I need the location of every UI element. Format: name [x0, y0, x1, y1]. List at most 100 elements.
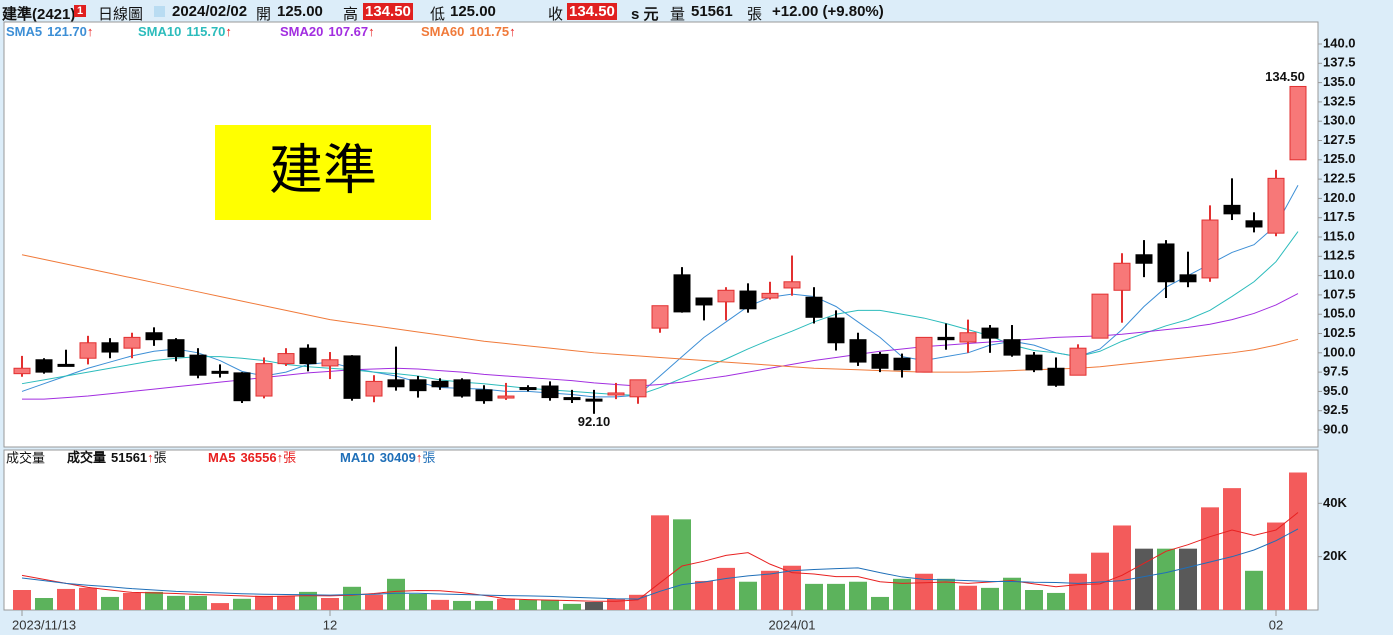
y-tick-label: 20K: [1323, 548, 1347, 563]
candle-body: [321, 359, 339, 367]
candle-body: [761, 292, 779, 299]
candle-body: [387, 379, 405, 388]
legend-entry: SMA60 101.75↑: [421, 24, 516, 39]
legend-entry: MA10 30409↑張: [340, 450, 435, 465]
legend-unit: 張: [154, 450, 167, 465]
y-tick-label: 140.0: [1323, 35, 1356, 50]
volume-bar: [1223, 488, 1241, 610]
volume-bar: [1135, 548, 1153, 610]
legend-arrow: ↑: [147, 450, 154, 465]
candle-body: [1069, 347, 1087, 376]
volume-bar: [145, 591, 163, 610]
volume-bar: [1157, 548, 1175, 610]
volume-bar: [123, 592, 141, 610]
candle-body: [1003, 339, 1021, 356]
stock-name: 建準(2421): [2, 6, 76, 23]
volume-bar: [409, 594, 427, 610]
candle-body: [475, 389, 493, 402]
legend-value: 101.75: [469, 24, 509, 39]
y-tick-label: 95.0: [1323, 383, 1348, 398]
candle-body: [849, 339, 867, 363]
candle-body: [365, 380, 383, 397]
candle-body: [673, 274, 691, 313]
legend-name: SMA20: [280, 24, 323, 39]
price-panel: [3, 21, 1319, 448]
candle-body: [871, 353, 889, 369]
legend-name: MA5: [208, 450, 235, 465]
volume-bar: [233, 598, 251, 610]
y-tick-label: 122.5: [1323, 171, 1356, 186]
candle-body: [1201, 219, 1219, 279]
candle-body: [1179, 274, 1197, 283]
candle-body: [35, 359, 53, 373]
candle-body: [563, 397, 581, 401]
y-tick-label: 137.5: [1323, 55, 1356, 70]
legend-entry: SMA10 115.70↑: [138, 24, 232, 39]
legend-arrow: ↑: [368, 24, 375, 39]
y-tick-label: 102.5: [1323, 325, 1356, 340]
volume-bar: [1003, 577, 1021, 610]
volume-bar: [1113, 525, 1131, 610]
watermark: 建準: [269, 140, 377, 200]
volume-bar: [541, 599, 559, 610]
legend-entry: MA5 36556↑張: [208, 450, 296, 465]
volume-bar: [695, 580, 713, 610]
volume-bar: [453, 600, 471, 610]
candle-body: [629, 379, 647, 398]
y-tick-label: 97.5: [1323, 364, 1348, 379]
candle-body: [651, 305, 669, 329]
candle-body: [783, 281, 801, 289]
legend-value: 30409: [380, 450, 416, 465]
candle-body: [211, 370, 229, 374]
ma-line: [21, 512, 1299, 602]
y-tick-label: 40K: [1323, 495, 1347, 510]
y-tick-label: 130.0: [1323, 113, 1356, 128]
legend-name: SMA60: [421, 24, 464, 39]
chart-kind[interactable]: 日線圖: [98, 6, 144, 23]
x-tick-label: 2024/01: [769, 617, 816, 632]
volume-bar: [673, 519, 691, 610]
volume-bar: [35, 598, 53, 610]
candle-body: [981, 327, 999, 339]
volume-bar: [475, 600, 493, 610]
volume-bar: [827, 583, 845, 610]
header: 建準(2421) 1 日線圖 2024/02/02 開 125.00 高 134…: [0, 0, 1393, 23]
legend-arrow: ↑: [416, 450, 423, 465]
candle-body: [79, 342, 97, 359]
open-label: 開: [256, 6, 272, 23]
legend-value: 51561: [111, 450, 147, 465]
candle-body: [959, 332, 977, 343]
candle-body: [1025, 354, 1043, 371]
volume-bar: [651, 515, 669, 610]
candle-body: [1091, 293, 1109, 339]
volume-bar: [57, 588, 75, 610]
change: +12.00 (+9.80%): [772, 3, 884, 20]
volume-bar: [1091, 552, 1109, 610]
close-value: 134.50: [567, 3, 617, 20]
candle-body: [827, 317, 845, 344]
volume-bar: [959, 585, 977, 610]
volume-unit: 張: [747, 6, 763, 23]
volume-bar: [607, 598, 625, 610]
volume-bar: [981, 587, 999, 610]
volume-value: 51561: [691, 3, 733, 20]
volume-bar: [1025, 590, 1043, 610]
panel-title: 成交量: [6, 450, 45, 465]
low-value: 125.00: [450, 3, 496, 20]
y-tick-label: 120.0: [1323, 190, 1356, 205]
candle-body: [1113, 262, 1131, 291]
ma-line: [21, 528, 1299, 600]
candle-body: [1135, 254, 1153, 264]
volume-bar: [937, 578, 955, 610]
dropdown-icon[interactable]: [154, 6, 165, 17]
volume-bar: [189, 595, 207, 610]
legend-name: SMA5: [6, 24, 42, 39]
volume-label: 量: [670, 6, 686, 23]
candle-body: [497, 395, 515, 399]
volume-bar: [343, 586, 361, 610]
y-tick-label: 100.0: [1323, 344, 1356, 359]
candle-body: [57, 363, 75, 367]
legend-unit: 張: [283, 450, 296, 465]
volume-bar: [761, 570, 779, 610]
